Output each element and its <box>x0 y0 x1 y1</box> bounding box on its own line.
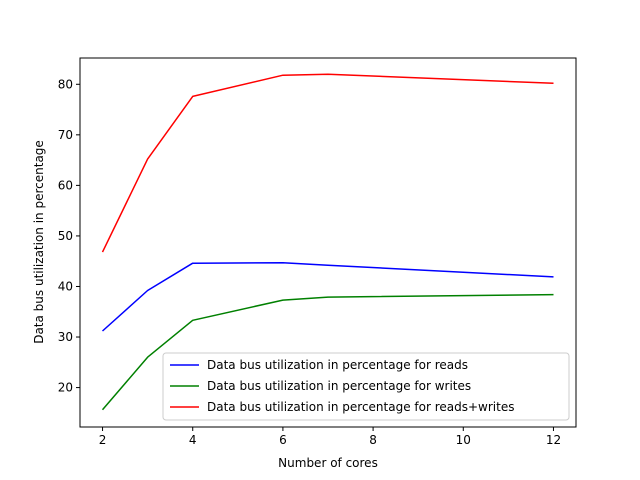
x-tick-label: 8 <box>369 433 377 447</box>
y-axis-label: Data bus utilization in percentage <box>32 140 46 344</box>
y-tick-label: 70 <box>58 128 73 142</box>
y-tick-label: 20 <box>58 381 73 395</box>
legend-label-2: Data bus utilization in percentage for r… <box>207 400 514 414</box>
series-line-2 <box>101 73 554 253</box>
series-line-1 <box>101 293 554 411</box>
legend: Data bus utilization in percentage for r… <box>162 352 570 421</box>
y-tick-label: 30 <box>58 330 73 344</box>
legend-label-1: Data bus utilization in percentage for w… <box>207 379 471 393</box>
y-tick-label: 50 <box>58 229 73 243</box>
plot-area-frame <box>79 57 577 428</box>
plot-lines <box>101 73 554 411</box>
x-axis-label: Number of cores <box>278 456 378 470</box>
series-line-0 <box>101 261 554 332</box>
x-tick-label: 2 <box>99 433 107 447</box>
x-tick-label: 6 <box>279 433 287 447</box>
y-tick-label: 80 <box>58 77 73 91</box>
y-tick-label: 60 <box>58 178 73 192</box>
x-tick-label: 12 <box>546 433 561 447</box>
y-axis-ticks: 20 30 40 50 60 70 80 <box>58 77 80 395</box>
legend-box <box>162 352 570 421</box>
legend-label-0: Data bus utilization in percentage for r… <box>207 358 468 372</box>
y-tick-label: 40 <box>58 279 73 293</box>
x-axis-ticks: 2 4 6 8 10 12 <box>99 427 561 447</box>
x-tick-label: 4 <box>189 433 197 447</box>
x-tick-label: 10 <box>456 433 471 447</box>
